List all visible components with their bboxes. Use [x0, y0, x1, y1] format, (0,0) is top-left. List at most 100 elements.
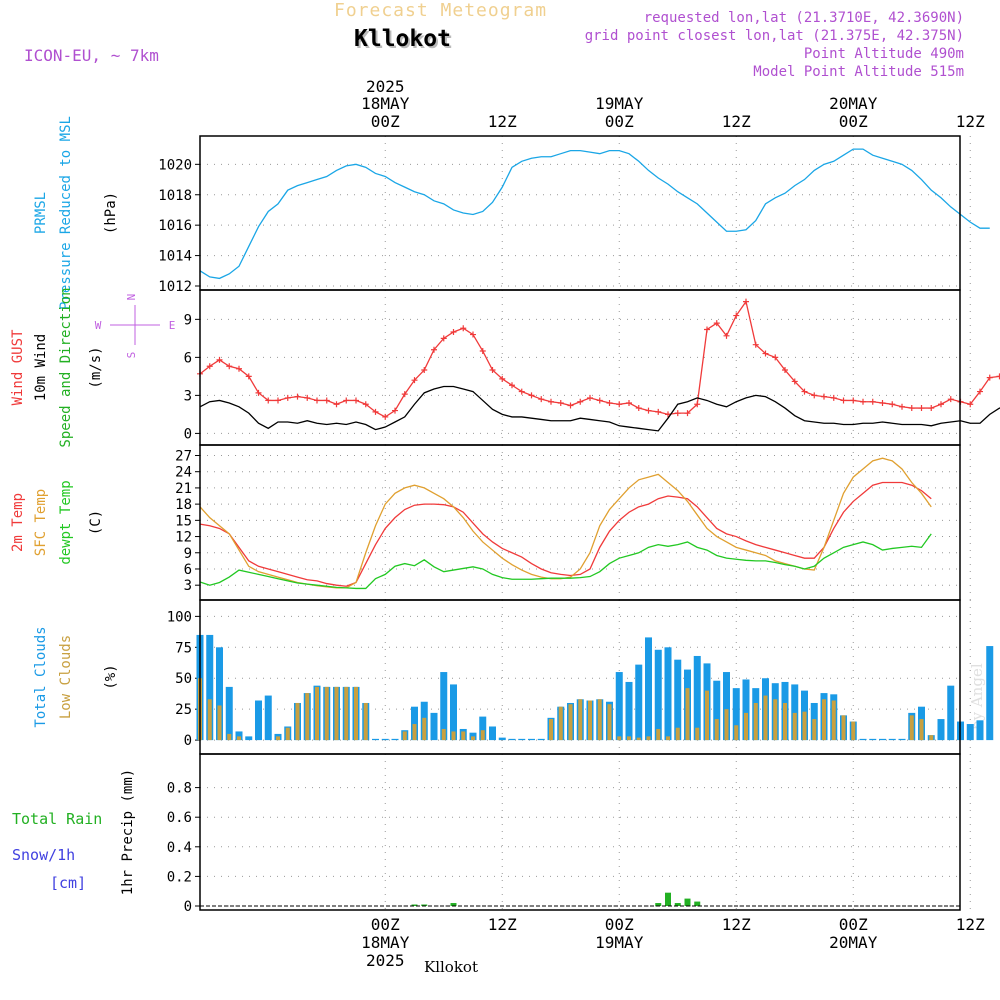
gust-marker [869, 398, 876, 405]
bar-low_clouds [919, 719, 924, 741]
bar-rain [655, 903, 662, 906]
requested-coords: requested lon,lat (21.3710E, 42.3690N) [643, 10, 964, 26]
gust-marker [791, 378, 798, 385]
series-line-pressure [199, 148, 990, 280]
bar-total_clouds [440, 672, 448, 741]
footer-location: Kllokot [424, 958, 478, 976]
top-time-label: 00Z [371, 112, 400, 131]
top-time-label: 19MAY [595, 94, 644, 113]
y-axis-label: Speed and Direction [58, 287, 74, 447]
bar-low_clouds [783, 702, 787, 741]
gust-marker [392, 407, 398, 414]
gust-marker [499, 375, 506, 382]
bar-low_clouds [685, 688, 690, 741]
bar-total_clouds [713, 680, 721, 741]
bar-low_clouds [812, 719, 817, 741]
bar-low_clouds [237, 736, 241, 741]
top-time-label: 2025 [366, 77, 405, 96]
y-tick-label: 1014 [158, 249, 192, 265]
y-tick-label: 18 [175, 497, 192, 513]
y-tick-label: 1018 [158, 188, 192, 204]
panel-precip: 0 0.2 0.4 0.6 0.8 1hr Precip (mm) Total Rain Sn… [12, 753, 961, 915]
gust-marker [557, 399, 564, 406]
gust-marker [294, 393, 301, 400]
bar-rain [450, 903, 457, 906]
bar-total_clouds [966, 724, 974, 741]
y-tick-label: 24 [175, 465, 192, 481]
gust-marker [236, 365, 242, 372]
top-time-label: 20MAY [829, 94, 878, 113]
bottom-time-label: 12Z [956, 915, 985, 934]
bar-total_clouds [869, 738, 877, 741]
y-tick-label: 9 [184, 312, 192, 328]
gust-marker [752, 341, 759, 348]
bar-low_clouds [334, 686, 339, 741]
y-tick-label: 0.8 [167, 781, 192, 797]
bar-low_clouds [422, 717, 427, 741]
bar-low_clouds [568, 704, 573, 741]
bar-total_clouds [411, 706, 418, 741]
bar-rain [674, 903, 681, 906]
y-tick-label: 21 [175, 481, 192, 497]
gust-marker [284, 394, 291, 401]
bar-total_clouds [742, 679, 750, 741]
gust-marker [899, 403, 905, 410]
top-time-label: 12Z [488, 112, 517, 131]
gust-marker [333, 401, 340, 408]
y-axis-label: (m/s) [88, 346, 104, 388]
bar-low_clouds [276, 736, 280, 741]
bar-low_clouds [549, 719, 553, 741]
bar-low_clouds [402, 731, 407, 741]
bar-total_clouds [625, 681, 633, 741]
y-axis-label: 2m Temp [10, 493, 26, 552]
bar-total_clouds [537, 738, 545, 741]
gust-marker [821, 393, 827, 400]
bar-total_clouds [225, 686, 233, 741]
gust-marker [704, 326, 710, 333]
gust-marker [947, 396, 954, 403]
bar-low_clouds [695, 727, 700, 741]
y-tick-label: 75 [175, 640, 192, 656]
legend-label: [cm] [50, 874, 86, 892]
y-tick-label: 3 [184, 578, 192, 594]
gust-marker [762, 350, 769, 357]
bar-low_clouds [656, 728, 661, 741]
gust-marker [343, 397, 350, 404]
y-axis-label: Low Clouds [58, 635, 74, 719]
gust-marker [626, 399, 632, 406]
gust-marker [967, 401, 974, 408]
bar-low_clouds [412, 724, 417, 741]
y-tick-label: 1012 [158, 279, 192, 295]
gust-marker [772, 354, 779, 361]
bottom-time-label: 20MAY [829, 933, 878, 952]
point-altitude: Point Altitude 490m [803, 46, 964, 62]
location-title: Kllokot [354, 26, 451, 52]
bar-low_clouds [714, 719, 719, 741]
compass-east: E [169, 319, 176, 332]
bar-low_clouds [461, 731, 466, 741]
gust-marker [694, 401, 701, 408]
bar-total_clouds [723, 672, 730, 741]
bar-rain [684, 898, 691, 906]
gust-marker [382, 413, 389, 420]
gust-marker [440, 335, 447, 342]
bar-low_clouds [851, 721, 856, 741]
bar-total_clouds [381, 738, 389, 741]
bar-rain [665, 892, 671, 906]
y-tick-label: 3 [184, 388, 192, 404]
bar-low_clouds [324, 686, 329, 741]
bar-low_clouds [558, 706, 563, 741]
bar-low_clouds [841, 715, 846, 741]
gust-marker [509, 382, 515, 389]
series-line-t2m [199, 481, 932, 587]
bar-total_clouds [615, 672, 623, 741]
panel-wind: 0 3 6 9 Wind GUST 10m Wind Speed and Direction… [10, 287, 1000, 448]
gust-marker [577, 398, 584, 405]
bar-total_clouds [518, 738, 526, 741]
gust-marker [606, 399, 613, 406]
bottom-time-label: 12Z [488, 915, 517, 934]
compass-west: W [95, 319, 102, 332]
bar-low_clouds [363, 702, 368, 741]
y-axis-label: (%) [103, 664, 119, 689]
